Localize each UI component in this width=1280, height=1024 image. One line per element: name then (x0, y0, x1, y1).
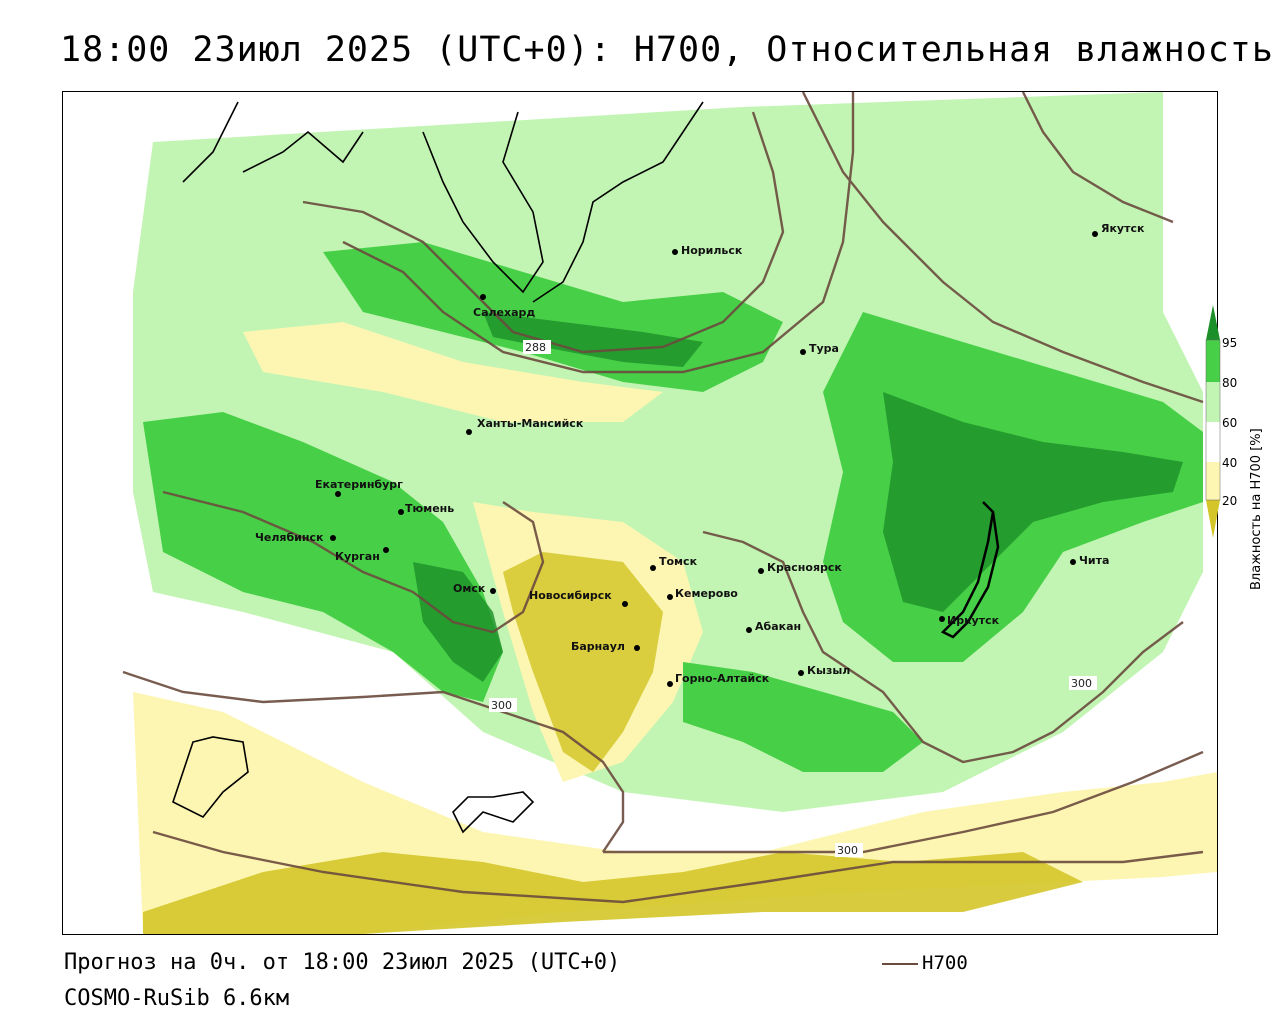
humidity-colorbar: 95 80 60 40 20 Влажность на H700 [%] (1205, 305, 1264, 590)
colorbar-tick-60: 60 (1222, 416, 1237, 430)
svg-text:Тюмень: Тюмень (405, 502, 454, 515)
svg-text:Омск: Омск (453, 582, 486, 595)
colorbar-top-arrow (1206, 305, 1220, 340)
city-tyumen: Тюмень (398, 502, 454, 515)
city-irkutsk: Иркутск (939, 614, 1000, 627)
city-salekhard: Салехард (473, 294, 535, 319)
colorbar-bottom-arrow (1206, 500, 1220, 538)
svg-text:Абакан: Абакан (755, 620, 801, 633)
svg-text:Барнаул: Барнаул (571, 640, 625, 653)
forecast-caption: Прогноз на 0ч. от 18:00 23июл 2025 (UTC+… (64, 950, 621, 975)
city-tura: Тура (800, 342, 839, 355)
city-kurgan: Курган (335, 547, 389, 563)
svg-text:Чита: Чита (1079, 554, 1109, 567)
arctic-coastline (182, 101, 704, 303)
wet-region-altai (683, 662, 923, 772)
svg-text:Ханты-Мансийск: Ханты-Мансийск (477, 417, 584, 430)
svg-text:Тура: Тура (809, 342, 839, 355)
caspian-coastline (452, 791, 535, 834)
svg-text:Красноярск: Красноярск (767, 561, 842, 574)
colorbar-tick-95: 95 (1222, 336, 1237, 350)
svg-text:300: 300 (837, 844, 858, 857)
svg-text:Норильск: Норильск (681, 244, 743, 257)
svg-text:Якутск: Якутск (1101, 222, 1145, 235)
map-area[interactable]: 288 300 300 300 Норильск Якутск Салехард… (62, 91, 1218, 935)
city-chita: Чита (1070, 554, 1109, 567)
svg-text:Салехард: Салехард (473, 306, 535, 319)
humidity-map: 288 300 300 300 Норильск Якутск Салехард… (122, 92, 1217, 934)
colorbar-segment-40 (1206, 462, 1220, 500)
svg-text:Горно-Алтайск: Горно-Алтайск (675, 672, 770, 685)
svg-text:300: 300 (1071, 677, 1092, 690)
city-omsk: Омск (453, 582, 496, 595)
svg-text:Новосибирск: Новосибирск (529, 589, 612, 602)
contour-label-300-east: 300 (1069, 676, 1097, 690)
svg-text:288: 288 (525, 341, 546, 354)
city-barnaul: Барнаул (571, 640, 640, 653)
very-wet-belt-north (483, 312, 703, 367)
map-title: 18:00 23июл 2025 (UTC+0): H700, Относите… (60, 30, 1274, 70)
very-dry-region-central (503, 552, 663, 772)
svg-text:300: 300 (491, 699, 512, 712)
svg-text:Екатеринбург: Екатеринбург (315, 478, 403, 491)
h700-legend-label: H700 (922, 952, 968, 974)
city-yekaterinburg: Екатеринбург (315, 478, 403, 497)
city-novosibirsk: Новосибирск (529, 589, 628, 607)
contour-label-300-west: 300 (489, 698, 517, 712)
model-caption: COSMO-RuSib 6.6км (64, 986, 290, 1011)
city-markers: Норильск Якутск Салехард Тура Ханты-Манс… (255, 222, 1145, 687)
svg-text:Курган: Курган (335, 550, 380, 563)
colorbar-tick-40: 40 (1222, 456, 1237, 470)
svg-text:Томск: Томск (659, 555, 698, 568)
very-dry-region-south (143, 852, 1083, 934)
very-wet-region-omsk (413, 562, 503, 682)
city-norilsk: Норильск (672, 244, 743, 257)
colorbar-segment-80 (1206, 382, 1220, 422)
colorbar-title: Влажность на H700 [%] (1249, 428, 1264, 590)
city-tomsk: Томск (650, 555, 698, 571)
city-yakutsk: Якутск (1092, 222, 1145, 237)
svg-text:Иркутск: Иркутск (947, 614, 1000, 627)
colorbar-segment-60 (1206, 422, 1220, 462)
wet-region-urals (143, 412, 503, 702)
city-kemerovo: Кемерово (667, 587, 738, 600)
h700-contours (122, 92, 1204, 904)
city-kyzyl: Кызыл (798, 664, 850, 677)
city-krasnoyarsk: Красноярск (758, 561, 842, 574)
h700-legend-line (882, 963, 918, 965)
very-wet-region-east (883, 392, 1183, 612)
svg-text:Кызыл: Кызыл (807, 664, 850, 677)
city-abakan: Абакан (746, 620, 801, 633)
black-sea-coastline (172, 736, 249, 819)
city-gorno-altaysk: Горно-Алтайск (667, 672, 770, 687)
contour-label-300-south: 300 (835, 843, 863, 857)
city-khanty-mansiysk: Ханты-Мансийск (466, 417, 584, 435)
colorbar-tick-80: 80 (1222, 376, 1237, 390)
city-chelyabinsk: Челябинск (255, 531, 336, 544)
lake-baikal (940, 501, 1000, 639)
colorbar-segment-95 (1206, 340, 1220, 382)
svg-text:Кемерово: Кемерово (675, 587, 738, 600)
dry-region-west (243, 322, 663, 422)
contour-label-288: 288 (523, 340, 551, 354)
colorbar-tick-20: 20 (1222, 494, 1237, 508)
svg-text:Челябинск: Челябинск (255, 531, 324, 544)
